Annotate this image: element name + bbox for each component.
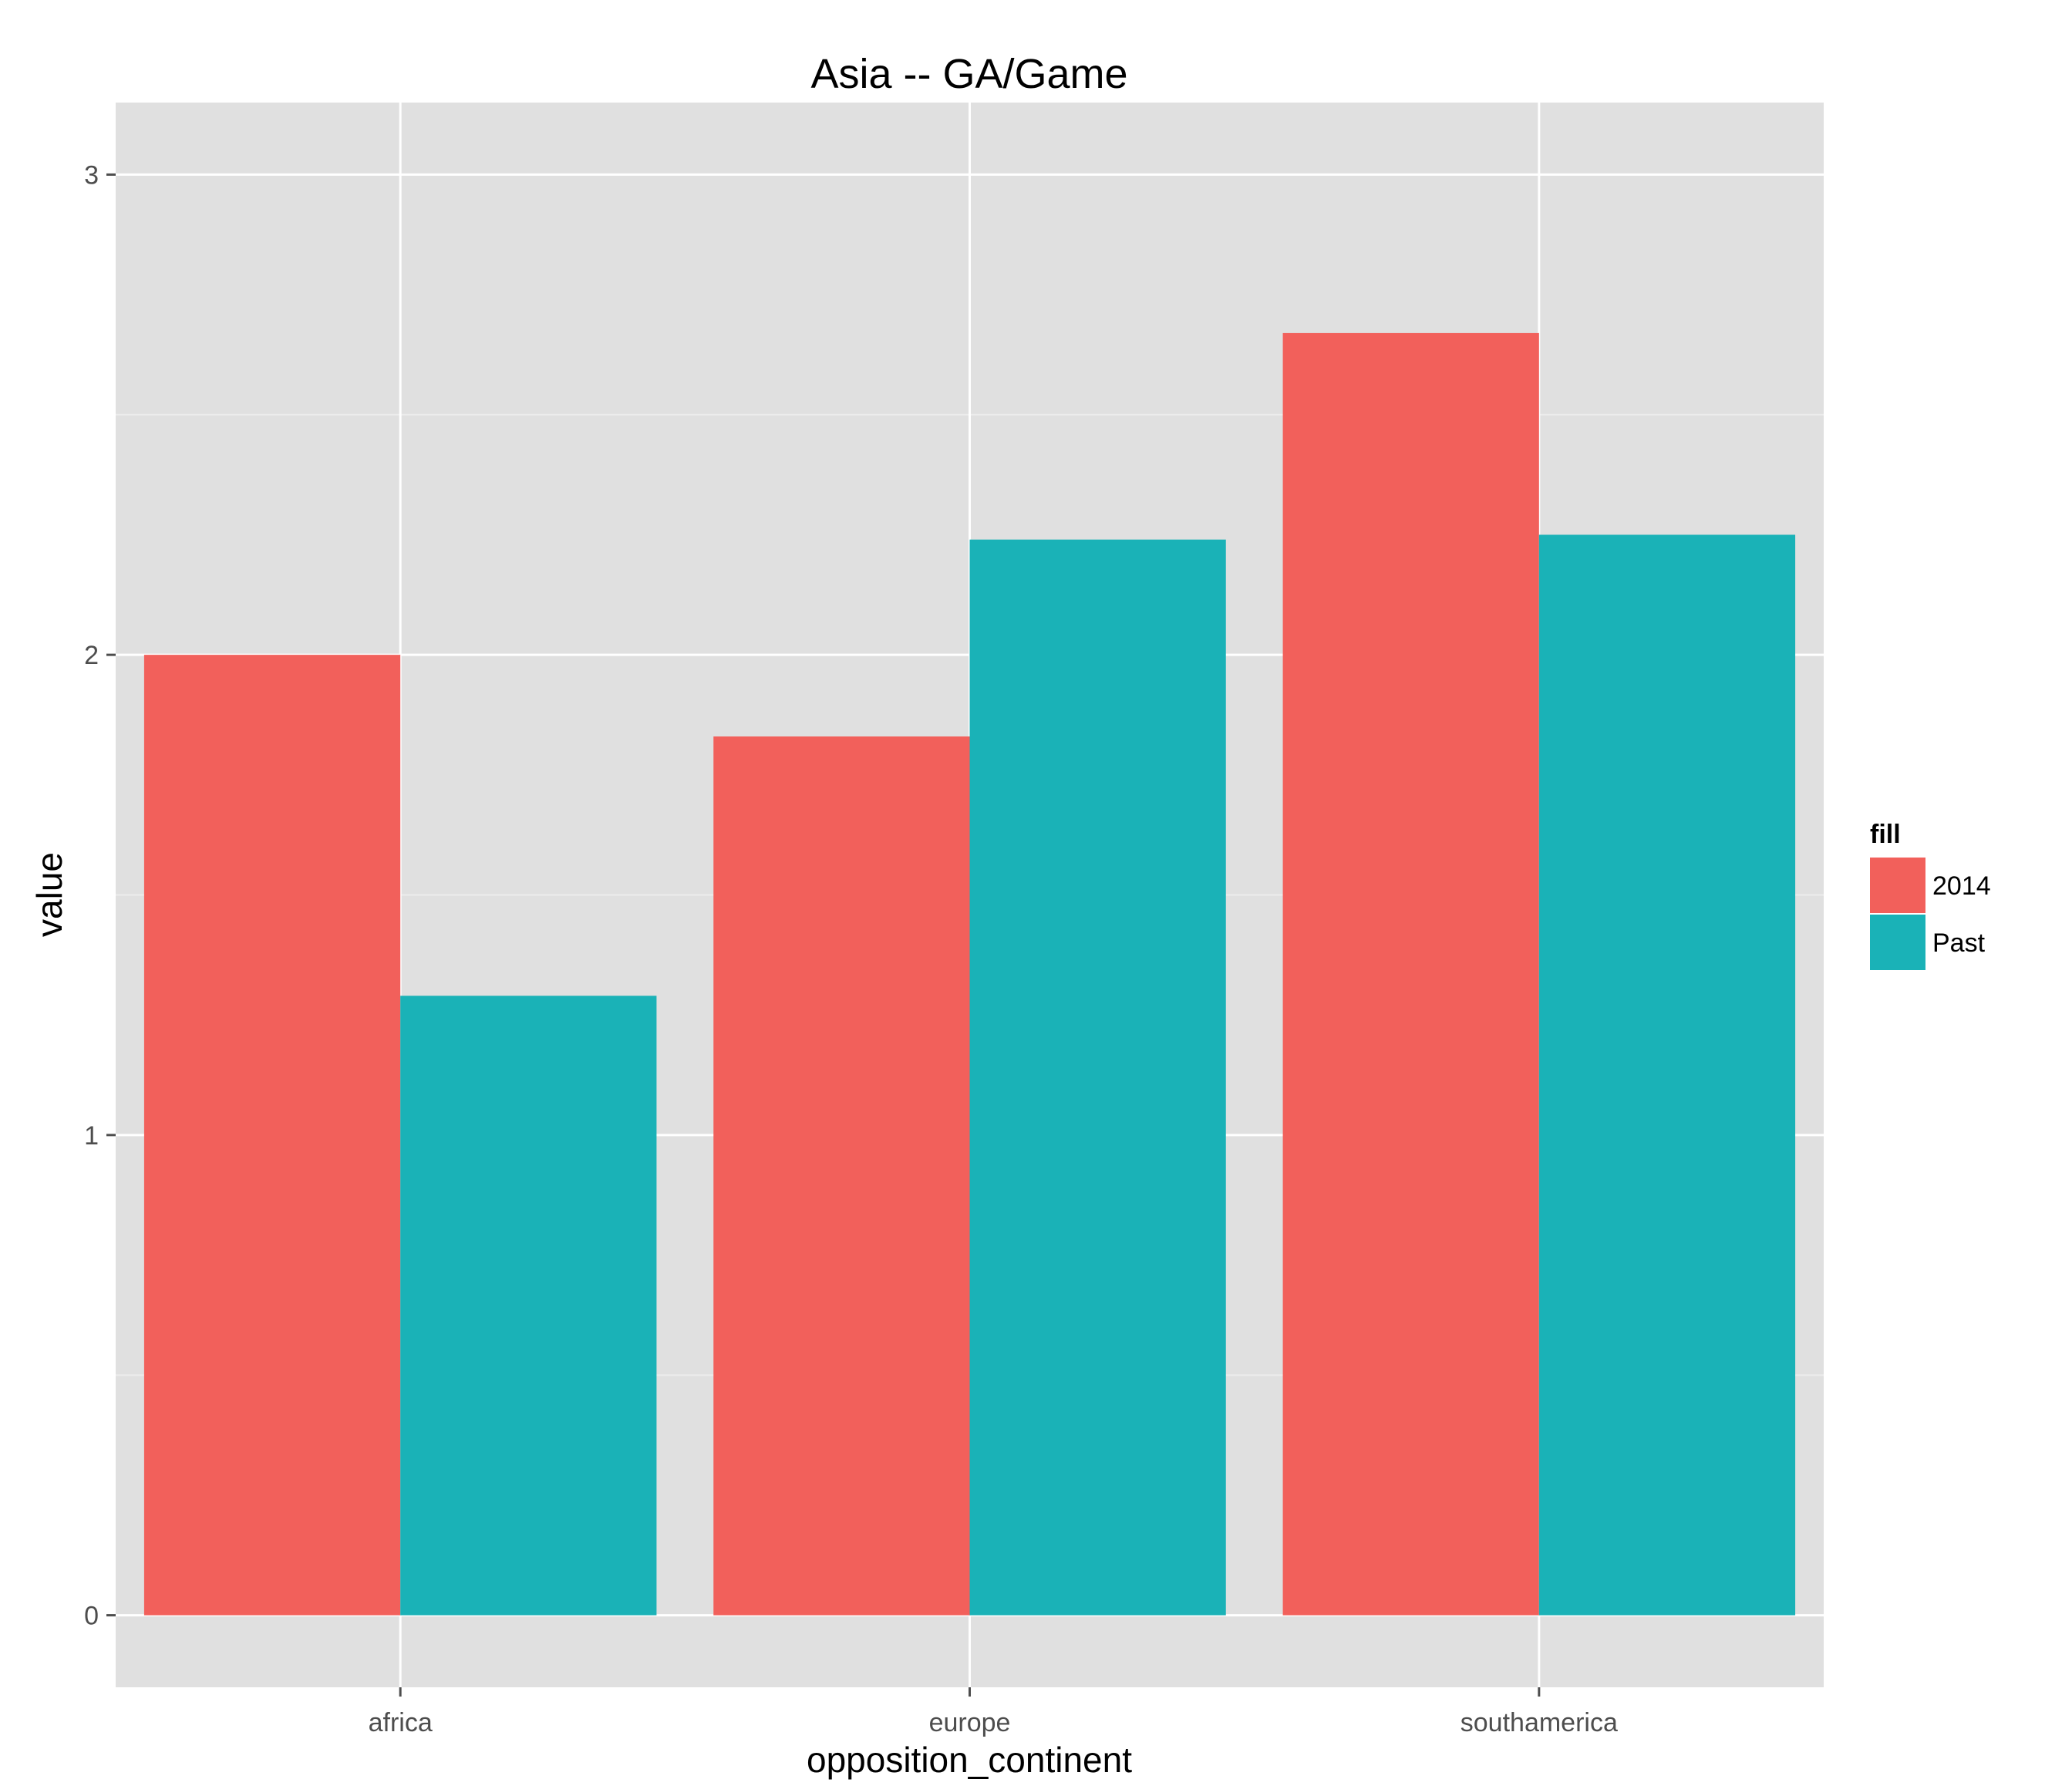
bar-southamerica-2014 xyxy=(1282,332,1539,1616)
y-tick-label: 2 xyxy=(84,641,99,670)
bars xyxy=(143,332,1796,1616)
legend-label-2014: 2014 xyxy=(1932,871,1991,901)
x-tick-label: europe xyxy=(929,1708,1011,1737)
legend-key-past xyxy=(1870,915,1925,970)
bar-europe-2014 xyxy=(713,736,970,1616)
bar-southamerica-past xyxy=(1538,534,1796,1616)
legend-key-2014 xyxy=(1870,858,1925,913)
y-tick-label: 0 xyxy=(84,1602,99,1631)
x-tick-label: southamerica xyxy=(1461,1708,1618,1737)
x-axis-title: opposition_continent xyxy=(807,1740,1132,1780)
x-tick-label: africa xyxy=(369,1708,433,1737)
chart-title: Asia -- GA/Game xyxy=(810,51,1127,97)
y-tick-label: 3 xyxy=(84,160,99,190)
y-tick-label: 1 xyxy=(84,1121,99,1151)
bar-europe-past xyxy=(969,539,1226,1616)
legend: fill 2014 Past xyxy=(1870,820,1991,970)
y-axis-title: value xyxy=(29,852,69,937)
legend-title: fill xyxy=(1870,820,1901,849)
axes: 0 1 2 3 africa europe southamerica xyxy=(84,160,1618,1737)
bar-africa-2014 xyxy=(143,655,401,1616)
bar-africa-past xyxy=(400,996,657,1616)
legend-label-past: Past xyxy=(1932,928,1986,958)
